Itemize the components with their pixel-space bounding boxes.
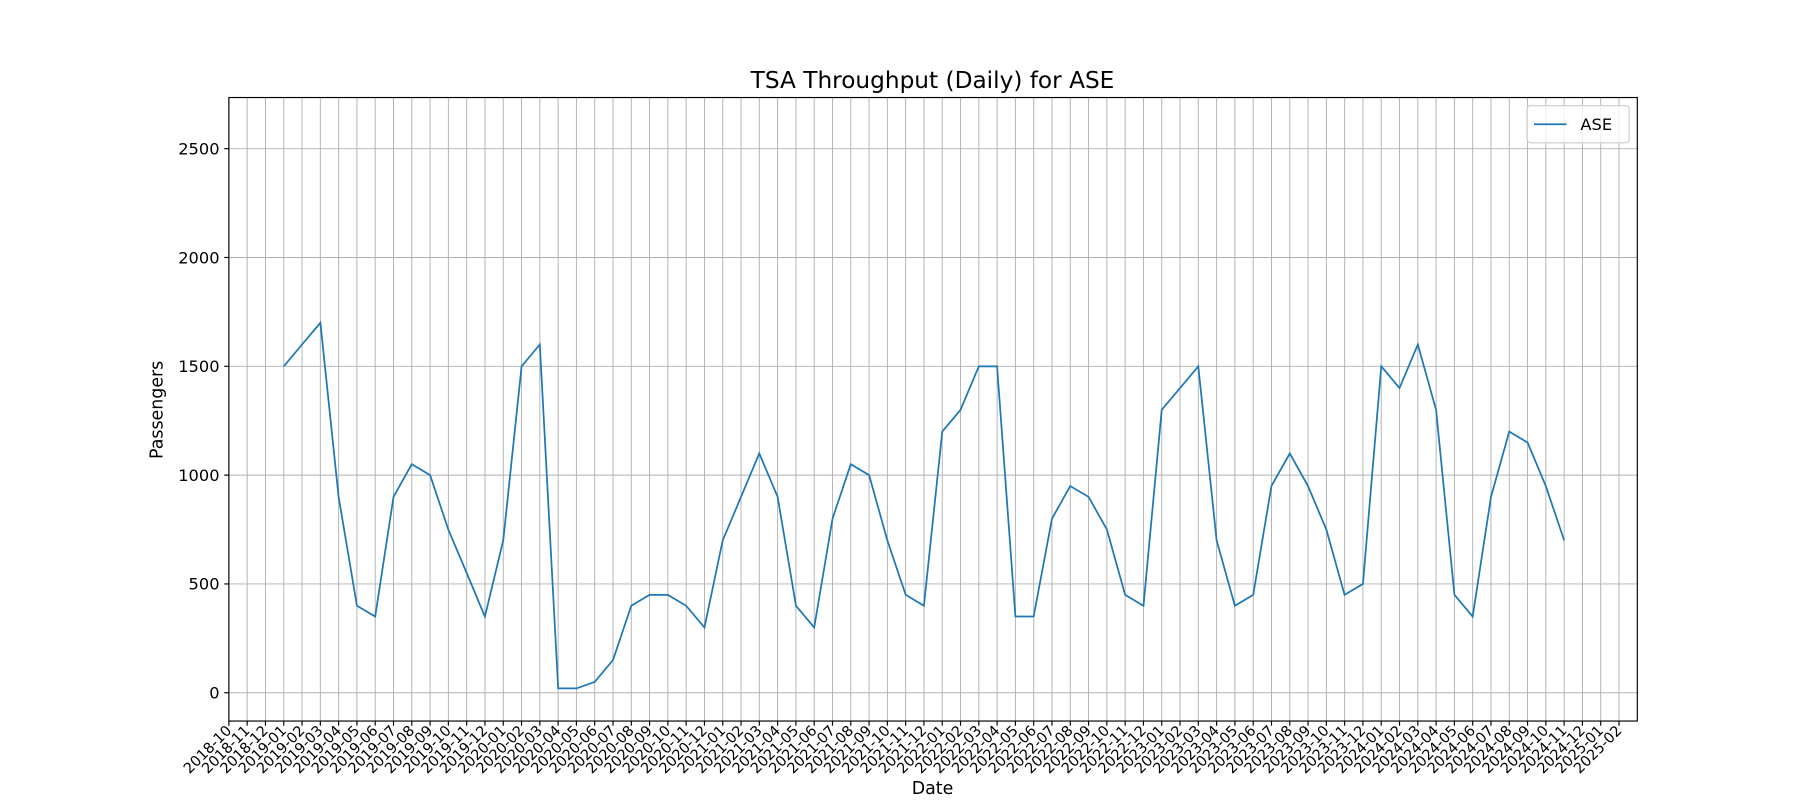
legend-label: ASE xyxy=(1580,115,1612,134)
y-tick-label: 2500 xyxy=(178,139,219,158)
y-tick-label: 2000 xyxy=(178,248,219,267)
y-tick-label: 1000 xyxy=(178,466,219,485)
y-tick-label: 500 xyxy=(189,575,220,594)
y-tick-label: 1500 xyxy=(178,357,219,376)
y-axis-label: Passengers xyxy=(148,361,168,459)
legend-box xyxy=(1526,105,1630,144)
plot-area xyxy=(228,97,1638,722)
chart-title: TSA Throughput (Daily) for ASE xyxy=(750,67,1115,94)
plot-frame xyxy=(228,96,1638,722)
data-line xyxy=(283,320,1565,690)
legend: ASE xyxy=(1526,105,1630,144)
x-axis-label: Date xyxy=(912,779,954,799)
y-tick-label: 0 xyxy=(209,684,219,703)
